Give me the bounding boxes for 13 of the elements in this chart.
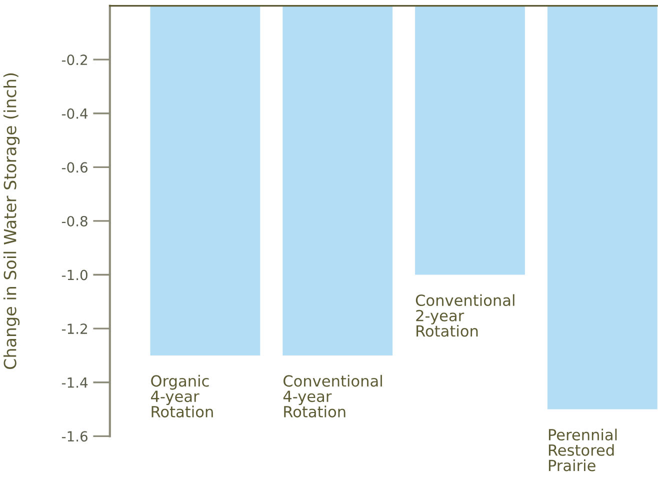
y-tick-label: -0.8 <box>62 216 88 226</box>
y-tick-label: -0.2 <box>62 54 87 66</box>
x-tick-label: Conventional 4-year Rotation <box>283 374 382 418</box>
y-tick-label: -1.0 <box>62 270 88 280</box>
y-axis-title: Change in Soil Water Storage (inch) <box>3 73 20 370</box>
y-tick-label: -1.6 <box>62 431 88 442</box>
x-tick-label: Organic 4-year Rotation <box>151 374 213 418</box>
y-tick-label: -1.4 <box>62 378 88 388</box>
x-tick-label: Conventional 2-year Rotation <box>416 294 514 337</box>
x-tick-label: Perennial Restored Prairie <box>548 428 617 472</box>
y-tick-label: -0.6 <box>62 162 88 173</box>
y-tick-label: -1.2 <box>62 324 87 334</box>
y-tick-label: -0.4 <box>62 108 88 119</box>
